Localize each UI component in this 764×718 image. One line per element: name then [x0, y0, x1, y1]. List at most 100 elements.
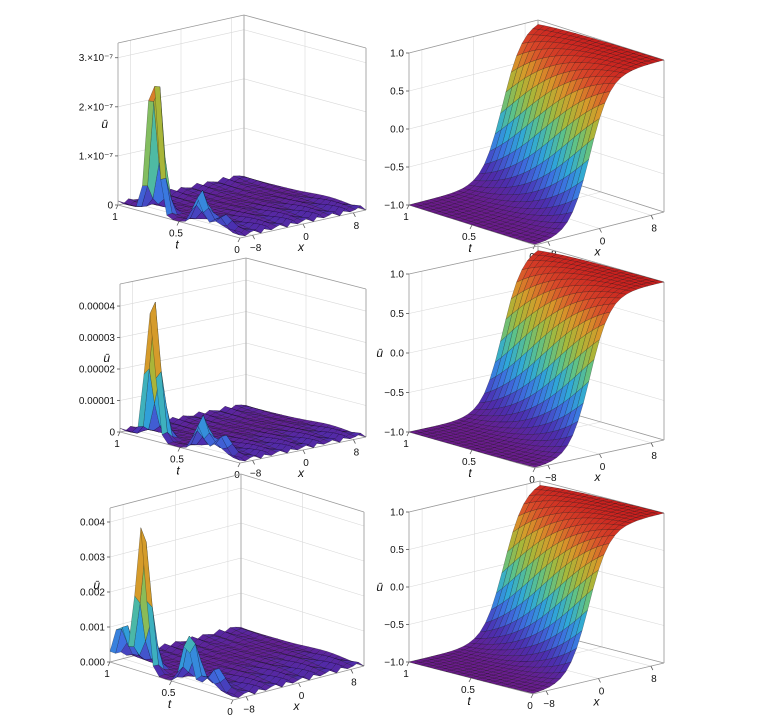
t-tick-label: 0.5 [170, 455, 184, 466]
t-tick-label: 0 [527, 701, 533, 712]
z-tick-label: −0.5 [384, 388, 404, 399]
t-tick-label: 0.5 [462, 232, 476, 243]
t-axis-label: t [176, 464, 180, 478]
t-tick-label: 1 [114, 439, 120, 450]
t-tick-label: 1 [403, 212, 409, 223]
x-tick-label: 8 [354, 221, 360, 232]
z-tick-label: 0.5 [390, 309, 404, 320]
x-axis-label: x [593, 695, 601, 709]
x-ticks: −8 0 8 [545, 442, 657, 484]
surface-cell [233, 455, 246, 462]
z-tick-label: 0.0 [390, 583, 404, 594]
x-ticks: −8 0 8 [243, 669, 357, 716]
x-tick-label: 0 [600, 462, 606, 473]
t-ticks: 10.50 [112, 204, 241, 256]
t-tick-label: 0 [234, 245, 240, 256]
x-ticks: −8 0 8 [543, 665, 657, 710]
z-tick-label: 0.000 [80, 658, 105, 669]
z-tick-label: 3.×10⁻⁷ [79, 53, 114, 64]
z-tick-label: 0.003 [80, 553, 105, 564]
x-tick-label: 8 [351, 677, 357, 688]
t-tick-label: 1 [403, 669, 409, 680]
z-ticks: −1.0 −0.5 0.0 0.5 1.0 [384, 270, 409, 439]
surface-mesh [408, 485, 665, 694]
x-axis-label: x [594, 245, 602, 259]
z-tick-label: 0.5 [390, 545, 404, 556]
t-tick-label: 0 [227, 707, 233, 718]
z-tick-label: 1.0 [390, 49, 404, 60]
z-axis-label: ū [376, 346, 383, 360]
z-ticks: 0 1.×10⁻⁷ 2.×10⁻⁷ 3.×10⁻⁷ [79, 53, 118, 212]
x-tick-label: 8 [354, 448, 360, 459]
t-tick-label: 1 [403, 439, 409, 450]
t-tick-label: 0.5 [169, 229, 183, 240]
surface-cell [526, 690, 540, 694]
surface-mesh [408, 24, 665, 245]
z-tick-label: 1.×10⁻⁷ [79, 151, 114, 162]
t-ticks: 10.50 [403, 431, 536, 486]
surface-cell [528, 240, 541, 245]
z-ticks: 0.000 0.001 0.002 0.003 0.004 [80, 518, 110, 669]
z-tick-label: −1.0 [384, 658, 404, 669]
z-tick-label: 0.002 [80, 588, 105, 599]
x-tick-label: 8 [651, 674, 657, 685]
z-axis-label: ū [101, 117, 108, 131]
z-tick-label: 0 [107, 201, 113, 212]
x-axis-label: x [293, 699, 301, 713]
z-tick-label: 0 [109, 428, 115, 439]
x-tick-label: 8 [651, 451, 657, 462]
t-tick-label: 1 [104, 669, 110, 680]
z-tick-label: 2.×10⁻⁷ [79, 102, 114, 113]
z-tick-label: −0.5 [384, 620, 404, 631]
t-tick-label: 0 [529, 475, 535, 486]
surface-mesh [109, 527, 365, 698]
x-tick-label: −8 [250, 243, 262, 254]
z-axis-label: ū [93, 578, 100, 592]
x-tick-label: −8 [250, 468, 262, 479]
surface-cell [226, 692, 239, 698]
x-tick-label: −8 [543, 699, 555, 710]
z-ticks: 0 0.00001 0.00002 0.00003 0.00004 [79, 302, 120, 439]
surface-mesh [119, 301, 367, 462]
x-ticks: −8 0 8 [250, 439, 360, 479]
z-tick-label: 0.004 [80, 518, 105, 529]
z-tick-label: 1.0 [390, 270, 404, 281]
x-tick-label: 0 [303, 232, 309, 243]
t-tick-label: 1 [112, 212, 118, 223]
t-ticks: 10.50 [114, 431, 241, 481]
x-tick-label: −8 [243, 705, 255, 716]
z-ticks: −1.0 −0.5 0.0 0.5 1.0 [384, 508, 409, 669]
x-axis-label: x [297, 466, 305, 480]
x-axis-label: x [594, 470, 602, 484]
x-tick-label: 0 [303, 458, 309, 469]
t-axis-label: t [168, 697, 172, 711]
t-axis-label: t [468, 466, 472, 480]
z-tick-label: 0.00004 [79, 302, 116, 313]
z-tick-label: 0.00003 [79, 333, 116, 344]
z-tick-label: 1.0 [390, 508, 404, 519]
x-tick-label: −8 [545, 473, 557, 484]
surface-cell [233, 230, 246, 237]
t-axis-label: t [175, 238, 179, 252]
t-tick-label: 0.5 [462, 457, 476, 468]
z-tick-label: 0.0 [390, 125, 404, 136]
x-tick-label: 0 [600, 237, 606, 248]
z-tick-label: −1.0 [384, 201, 404, 212]
x-tick-label: 8 [651, 223, 657, 234]
t-axis-label: t [468, 241, 472, 255]
z-tick-label: 0.00001 [79, 396, 116, 407]
z-axis-label: ū [103, 351, 110, 365]
t-ticks: 10.50 [104, 661, 234, 718]
z-tick-label: 0.00002 [79, 365, 116, 376]
x-tick-label: 0 [599, 687, 605, 698]
z-tick-label: 0.001 [80, 623, 105, 634]
t-tick-label: 0 [234, 470, 240, 481]
z-tick-label: −1.0 [384, 428, 404, 439]
surface-mesh [408, 250, 665, 468]
